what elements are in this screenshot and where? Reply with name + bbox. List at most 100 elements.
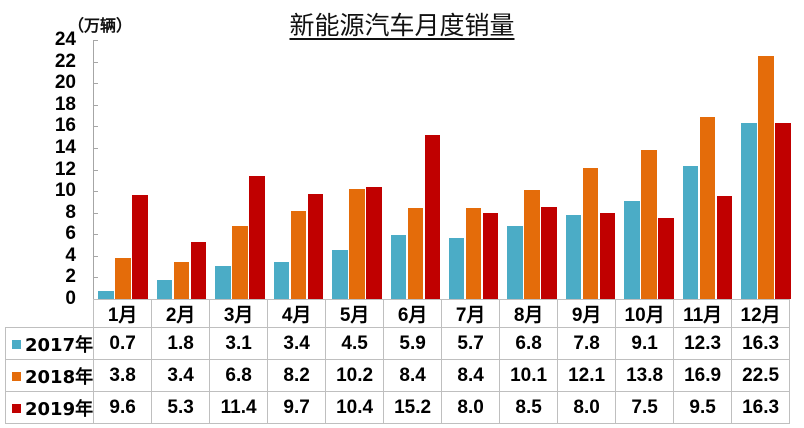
table-cell-value: 6.8 xyxy=(499,327,559,360)
table-header-month: 2月 xyxy=(151,299,211,328)
table-cell-value: 12.3 xyxy=(673,327,733,360)
bar-2018年-6月 xyxy=(407,208,424,299)
table-cell-value: 8.5 xyxy=(499,391,559,424)
table-header-month: 4月 xyxy=(267,299,327,328)
bar-2019年-6月 xyxy=(424,134,441,299)
table-cell-value: 8.0 xyxy=(441,391,501,424)
table-cell-value: 5.7 xyxy=(441,327,501,360)
chart-title: 新能源汽车月度销量 xyxy=(289,11,515,40)
table-header-month: 12月 xyxy=(731,299,791,328)
table-cell-value: 9.6 xyxy=(93,391,153,424)
table-row: 2018年 3.8 3.4 6.8 8.2 10.2 8.4 8.4 10.1 12.1 13.8 1… xyxy=(4,359,791,392)
bar-2018年-3月 xyxy=(232,225,248,299)
table-cell-value: 8.0 xyxy=(557,391,617,424)
bar-2018年-10月 xyxy=(641,150,657,299)
table-cell-value: 10.4 xyxy=(325,391,385,424)
y-tick-mark xyxy=(93,213,98,214)
y-axis-unit-label: （万辆） xyxy=(68,16,133,35)
bar-2017年-5月 xyxy=(332,250,348,299)
bar-2018年-11月 xyxy=(699,116,716,299)
y-tick-label: 16 xyxy=(54,115,76,136)
bar-2017年-2月 xyxy=(156,279,173,299)
bar-2019年-9月 xyxy=(599,212,616,299)
table-cell-value: 6.8 xyxy=(209,359,269,392)
y-tick-label: 20 xyxy=(54,72,76,93)
y-tick-mark xyxy=(93,256,98,257)
bar-2018年-9月 xyxy=(582,168,599,299)
bar-2018年-4月 xyxy=(290,210,307,299)
bar-2019年-1月 xyxy=(132,195,148,299)
legend-swatch-icon xyxy=(12,339,21,349)
table-cell-value: 4.5 xyxy=(325,327,385,360)
table-cell-value: 5.9 xyxy=(383,327,443,360)
table-cell-value: 1.8 xyxy=(151,327,211,360)
y-tick-mark xyxy=(93,148,98,149)
bar-2019年-12月 xyxy=(775,123,791,299)
table-cell-value: 8.2 xyxy=(267,359,327,392)
y-tick-mark xyxy=(93,62,98,63)
bar-2019年-2月 xyxy=(190,241,207,299)
bar-2019年-11月 xyxy=(716,196,733,299)
table-cell-value: 10.2 xyxy=(325,359,385,392)
legend-label: 2018年 xyxy=(25,366,94,388)
table-cell-value: 16.9 xyxy=(673,359,733,392)
table-cell-value: 3.8 xyxy=(93,359,153,392)
y-tick-mark xyxy=(93,83,98,84)
bar-2018年-12月 xyxy=(758,56,774,299)
y-tick-label: 24 xyxy=(54,29,76,50)
bar-2019年-10月 xyxy=(658,218,674,299)
y-tick-mark xyxy=(93,105,98,106)
bar-2017年-3月 xyxy=(215,265,231,299)
table-row: 2019年 9.6 5.3 11.4 9.7 10.4 15.2 8.0 8.5 8.0 7.5 9.… xyxy=(4,391,791,424)
table-corner xyxy=(5,299,95,328)
table-cell-value: 15.2 xyxy=(383,391,443,424)
legend-label: 2017年 xyxy=(25,334,94,356)
y-axis xyxy=(93,40,94,299)
table-header-month: 3月 xyxy=(209,299,269,328)
bar-2017年-7月 xyxy=(448,237,465,299)
y-tick-mark xyxy=(93,234,98,235)
bar-2018年-7月 xyxy=(465,208,482,299)
bar-2019年-8月 xyxy=(541,207,557,299)
y-tick-label: 6 xyxy=(65,223,76,244)
bar-2017年-12月 xyxy=(741,123,757,299)
table-cell-value: 3.4 xyxy=(151,359,211,392)
table-header-month: 6月 xyxy=(383,299,443,328)
bar-2019年-7月 xyxy=(482,212,499,299)
bar-2018年-1月 xyxy=(115,258,131,299)
y-tick-mark xyxy=(93,40,98,41)
table-cell-value: 16.3 xyxy=(731,391,791,424)
bar-2019年-3月 xyxy=(249,175,265,299)
table-cell-value: 8.4 xyxy=(441,359,501,392)
plot-area xyxy=(94,40,795,299)
table-cell-value: 9.5 xyxy=(673,391,733,424)
y-tick-mark xyxy=(93,191,98,192)
bar-2017年-1月 xyxy=(98,291,114,299)
bar-2018年-8月 xyxy=(524,190,540,299)
bar-2017年-6月 xyxy=(390,235,407,299)
table-cell-value: 7.5 xyxy=(615,391,675,424)
table-header-month: 7月 xyxy=(441,299,501,328)
y-tick-label: 2 xyxy=(65,266,76,287)
table-cell-value: 9.7 xyxy=(267,391,327,424)
table-cell-value: 8.4 xyxy=(383,359,443,392)
y-tick-mark xyxy=(93,170,98,171)
table-header-month: 9月 xyxy=(557,299,617,328)
bar-2017年-8月 xyxy=(507,225,523,299)
table-cell-value: 9.1 xyxy=(615,327,675,360)
table-header-month: 10月 xyxy=(615,299,675,328)
legend-entry: 2019年 xyxy=(4,391,95,424)
table-cell-value: 10.1 xyxy=(499,359,559,392)
bar-2017年-9月 xyxy=(565,214,582,299)
bar-2018年-5月 xyxy=(349,188,365,299)
legend-swatch-icon xyxy=(12,371,21,381)
table-cell-value: 13.8 xyxy=(615,359,675,392)
table-cell-value: 5.3 xyxy=(151,391,211,424)
y-tick-label: 18 xyxy=(54,94,76,115)
table-header-month: 8月 xyxy=(499,299,559,328)
y-tick-label: 22 xyxy=(54,51,76,72)
legend-swatch-icon xyxy=(12,403,21,413)
legend-entry: 2018年 xyxy=(4,359,95,392)
table-cell-value: 0.7 xyxy=(93,327,153,360)
table-cell-value: 12.1 xyxy=(557,359,617,392)
